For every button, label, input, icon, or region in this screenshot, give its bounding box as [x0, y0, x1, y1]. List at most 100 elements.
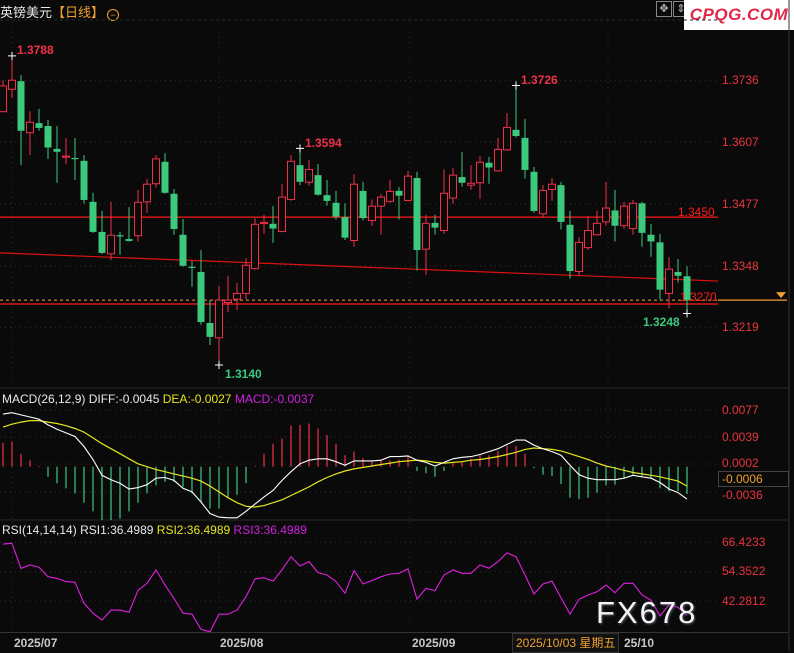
date-label: 25/10	[624, 636, 655, 650]
extreme-marker-icon	[683, 309, 691, 318]
candle-up	[368, 205, 376, 221]
candle-up	[107, 234, 115, 255]
candle-up	[305, 168, 313, 183]
rsi-params: RSI(14,14,14)	[2, 523, 77, 537]
candle-up	[584, 229, 592, 249]
low-annotation: 1.3140	[225, 367, 262, 381]
candle-up	[215, 299, 223, 339]
high-annotation: 1.3594	[305, 136, 342, 150]
watermark: FX678	[596, 595, 698, 630]
candle-up	[539, 189, 547, 215]
zoom-out-icon[interactable]: −	[107, 9, 120, 21]
candle-up	[440, 192, 448, 231]
date-axis: 2025/07 2025/08 2025/09 2025/10/03 星期五 2…	[0, 632, 788, 653]
candle-down	[197, 271, 205, 323]
candle-down	[674, 271, 682, 276]
candle-down	[17, 81, 25, 131]
candle-up	[548, 183, 556, 190]
extreme-marker-icon	[512, 81, 520, 90]
candle-down	[566, 224, 574, 272]
candle-down	[314, 175, 322, 195]
site-logo: CPQG.COM	[684, 0, 794, 30]
candle-up	[242, 264, 250, 294]
candle-down	[332, 202, 340, 217]
candle-up	[665, 268, 673, 294]
rsi3-value: RSI3:36.4989	[233, 523, 307, 537]
candle-up	[467, 182, 475, 186]
candle-up	[152, 158, 160, 185]
symbol-name: 英镑美元	[0, 5, 53, 20]
macd-legend: MACD(26,12,9) DIFF:-0.0045 DEA:-0.0027 M…	[2, 392, 314, 406]
macd-params: MACD(26,12,9)	[2, 392, 86, 406]
candle-down	[647, 234, 655, 242]
candle-down	[413, 178, 421, 251]
candle-down	[557, 185, 565, 222]
candle-up	[224, 299, 232, 304]
candle-up	[26, 121, 34, 134]
candle-up	[143, 183, 151, 203]
candle-down	[530, 171, 538, 211]
candle-down	[89, 201, 97, 232]
candle-down	[341, 217, 349, 238]
candle-down	[269, 223, 277, 229]
candle-down	[458, 177, 466, 183]
low-annotation: 1.3248	[643, 315, 680, 329]
candle-up	[233, 292, 241, 300]
candle-up	[575, 241, 583, 272]
period-selector[interactable]: 【日线】	[52, 5, 105, 20]
candle-down	[359, 190, 367, 219]
macd-value: MACD:-0.0037	[234, 392, 315, 406]
candle-down	[188, 266, 196, 268]
candle-down	[71, 157, 79, 160]
diff-line	[2, 412, 688, 519]
candle-down	[485, 162, 493, 168]
candle-down	[161, 161, 169, 193]
dea-value: DEA:-0.0027	[162, 392, 232, 406]
candle-up	[494, 148, 502, 172]
candle-down	[296, 165, 304, 182]
candle-up	[629, 202, 637, 230]
rsi-tick: 42.2812	[722, 594, 766, 608]
selected-date: 2025/10/03 星期五	[512, 633, 620, 653]
price-tick: 1.3477	[722, 197, 759, 211]
candle-up	[8, 79, 16, 90]
rsi-line	[2, 542, 688, 633]
candle-down	[170, 193, 178, 230]
candle-up	[620, 205, 628, 227]
price-tick: 1.3219	[722, 320, 759, 334]
candle-up	[134, 201, 142, 237]
candle-up	[422, 222, 430, 250]
candle-up	[602, 207, 610, 223]
candle-up	[593, 222, 601, 236]
high-annotation: 1.3726	[521, 73, 558, 87]
candle-down	[125, 239, 133, 241]
crosshair-icon[interactable]: ✥	[656, 1, 672, 17]
current-price-arrow-icon	[776, 292, 786, 299]
rsi-tick: 66.4233	[722, 535, 766, 549]
price-tick: 1.3348	[722, 259, 759, 273]
candle-down	[116, 235, 124, 237]
rsi-legend: RSI(14,14,14) RSI1:36.4989 RSI2:36.4989 …	[2, 523, 307, 537]
rsi1-value: RSI1:36.4989	[80, 523, 154, 537]
candle-up	[386, 190, 394, 202]
candle-up	[62, 155, 70, 158]
dea-line	[2, 420, 688, 508]
candle-down	[44, 126, 52, 148]
candle-up	[377, 196, 385, 207]
candle-down	[638, 203, 646, 233]
candle-down	[656, 242, 664, 290]
extreme-marker-icon	[296, 144, 304, 153]
candle-up	[260, 221, 268, 225]
date-label: 2025/09	[412, 636, 456, 650]
candle-down	[611, 210, 619, 226]
candle-up	[0, 85, 7, 113]
candle-up	[350, 183, 358, 241]
rsi2-value: RSI2:36.4989	[156, 523, 231, 537]
date-label: 2025/08	[220, 636, 264, 650]
resistance-label: 1.3450	[678, 205, 715, 219]
candle-down	[35, 123, 43, 128]
candle-down	[206, 323, 214, 337]
trendline	[0, 252, 719, 282]
candle-up	[404, 175, 412, 201]
